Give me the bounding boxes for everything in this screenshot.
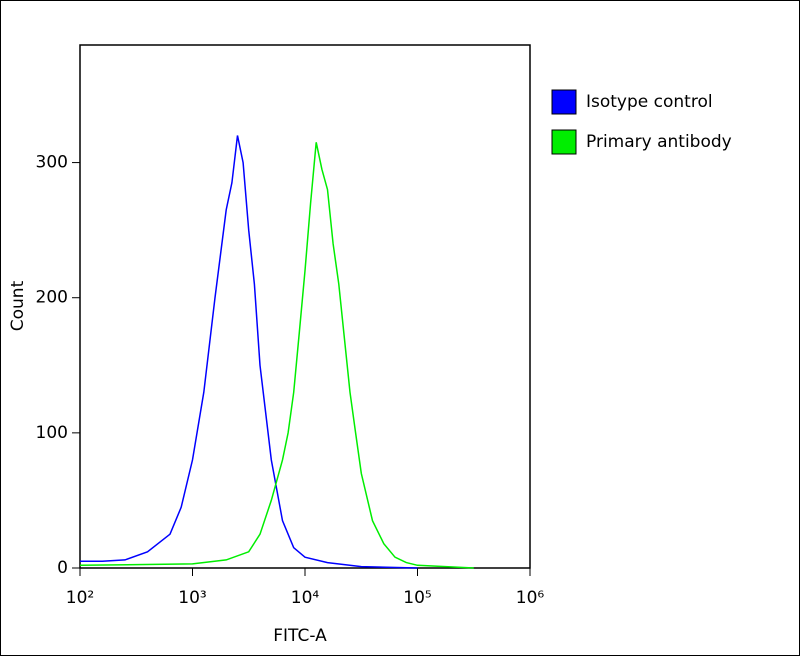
histogram-line <box>80 135 418 569</box>
x-tick-label: 10⁴ <box>291 588 320 608</box>
legend-label: Isotype control <box>586 92 713 112</box>
legend-swatch <box>551 89 577 115</box>
x-axis-label: FITC-A <box>273 626 327 646</box>
legend-label: Primary antibody <box>586 132 732 152</box>
histogram-line <box>79 142 474 569</box>
y-tick-label: 300 <box>36 153 68 173</box>
y-tick-label: 200 <box>36 288 68 308</box>
y-axis-label: Count <box>8 280 28 331</box>
x-tick-label: 10⁶ <box>516 588 545 608</box>
x-tick-label: 10² <box>66 588 94 608</box>
y-tick-label: 100 <box>36 423 68 443</box>
x-tick-label: 10⁵ <box>403 588 431 608</box>
y-tick-label: 0 <box>57 558 68 578</box>
x-tick-label: 10³ <box>178 588 206 608</box>
legend-swatch <box>551 129 577 155</box>
